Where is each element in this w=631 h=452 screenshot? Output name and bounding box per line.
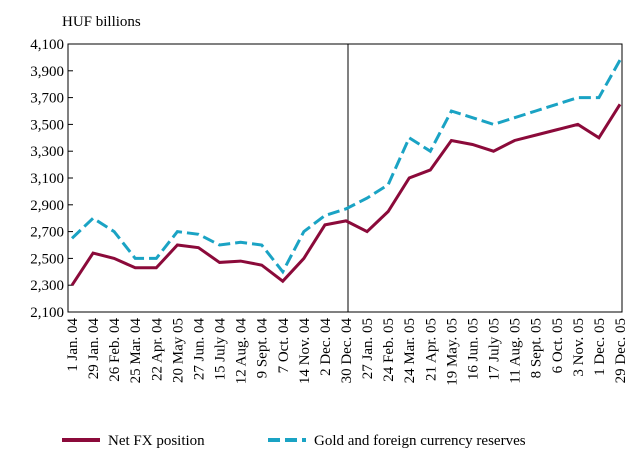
legend-label: Gold and foreign currency reserves [314, 433, 526, 449]
x-tick-label: 7 Oct. 04 [276, 318, 292, 374]
y-tick-label: 2,700 [30, 225, 64, 241]
plot-frame [67, 43, 623, 313]
y-tick-label: 3,300 [30, 144, 64, 160]
x-tick-label: 9 Sept. 04 [255, 318, 271, 379]
x-tick-label: 24 Feb. 05 [381, 318, 397, 382]
x-tick-label: 29 Dec. 05 [613, 318, 629, 383]
y-tick-label: 2,500 [30, 251, 64, 267]
x-tick-label: 15 July 04 [213, 318, 229, 381]
x-tick-label: 25 Mar. 04 [128, 318, 144, 384]
y-axis-title: HUF billions [62, 14, 141, 30]
x-tick-label: 30 Dec. 04 [339, 318, 355, 384]
x-tick-label: 6 Oct. 05 [550, 318, 566, 373]
x-tick-label: 1 Jan. 04 [65, 318, 81, 372]
y-tick-label: 3,500 [30, 117, 64, 133]
x-tick-label: 27 Jun. 04 [191, 318, 207, 381]
y-tick-label: 4,100 [30, 37, 64, 53]
x-tick-label: 19 May. 05 [444, 318, 460, 386]
series-line [70, 103, 622, 287]
legend-label: Net FX position [108, 433, 205, 449]
x-tick-label: 8 Sept. 05 [529, 318, 545, 378]
x-tick-label: 1 Dec. 05 [592, 318, 608, 376]
x-tick-label: 27 Jan. 05 [360, 318, 376, 379]
y-tick-label: 3,100 [30, 171, 64, 187]
x-tick-label: 17 July 05 [487, 318, 503, 381]
x-tick-label: 26 Feb. 04 [107, 318, 123, 382]
x-tick-label: 29 Jan. 04 [86, 318, 102, 380]
x-tick-label: 2 Dec. 04 [318, 318, 334, 376]
x-tick-label: 3 Nov. 05 [571, 318, 587, 377]
x-tick-label: 20 May 05 [170, 318, 186, 383]
x-tick-label: 11 Aug. 05 [508, 318, 524, 384]
y-tick-label: 2,300 [30, 278, 64, 294]
y-tick-label: 2,900 [30, 198, 64, 214]
series-line [70, 59, 622, 275]
x-tick-label: 21 Apr. 05 [423, 318, 439, 381]
x-tick-label: 14 Nov. 04 [297, 318, 313, 385]
x-tick-label: 12 Aug. 04 [234, 318, 250, 385]
x-tick-label: 24 Mar. 05 [402, 318, 418, 383]
y-tick-label: 3,700 [30, 91, 64, 107]
y-tick-label: 3,900 [30, 64, 64, 80]
x-tick-label: 16 Jun. 05 [465, 318, 481, 380]
x-tick-label: 22 Apr. 04 [149, 318, 165, 381]
y-tick-label: 2,100 [30, 305, 64, 321]
